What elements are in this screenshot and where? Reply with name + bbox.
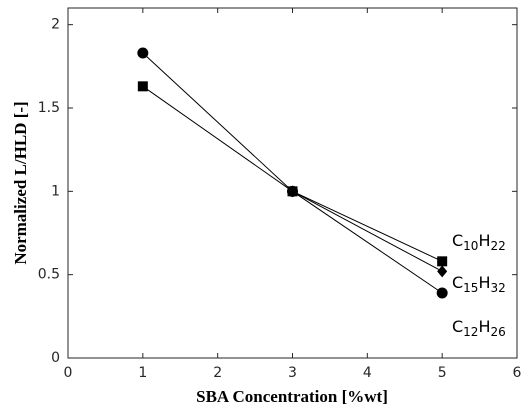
x-tick-label: 4 xyxy=(363,365,372,381)
x-tick-label: 3 xyxy=(288,365,297,381)
marker xyxy=(437,256,448,267)
y-tick-label: 0.5 xyxy=(38,267,60,283)
x-tick-label: 1 xyxy=(138,365,147,381)
series-label: C15H32 xyxy=(452,273,506,295)
y-tick-label: 0 xyxy=(51,350,60,366)
x-tick-label: 5 xyxy=(438,365,447,381)
y-tick-label: 1.5 xyxy=(38,100,60,116)
marker xyxy=(287,185,298,197)
marker xyxy=(137,81,148,92)
x-tick-label: 0 xyxy=(64,365,73,381)
x-tick-label: 2 xyxy=(213,365,222,381)
series-line xyxy=(292,190,443,272)
y-tick-label: 1 xyxy=(51,183,60,199)
marker xyxy=(437,265,448,278)
y-axis-title: Normalized L/HLD [-] xyxy=(11,101,30,264)
x-tick-label: 6 xyxy=(513,365,522,381)
series-line xyxy=(142,52,443,294)
marker xyxy=(137,47,149,59)
marker xyxy=(436,287,448,299)
plot-frame xyxy=(67,7,518,359)
series-label: C10H22 xyxy=(452,231,506,253)
x-axis-title: SBA Concentration [%wt] xyxy=(196,387,388,406)
y-tick-label: 2 xyxy=(51,17,60,33)
series-label: C12H26 xyxy=(452,317,506,339)
series-line xyxy=(142,85,443,262)
